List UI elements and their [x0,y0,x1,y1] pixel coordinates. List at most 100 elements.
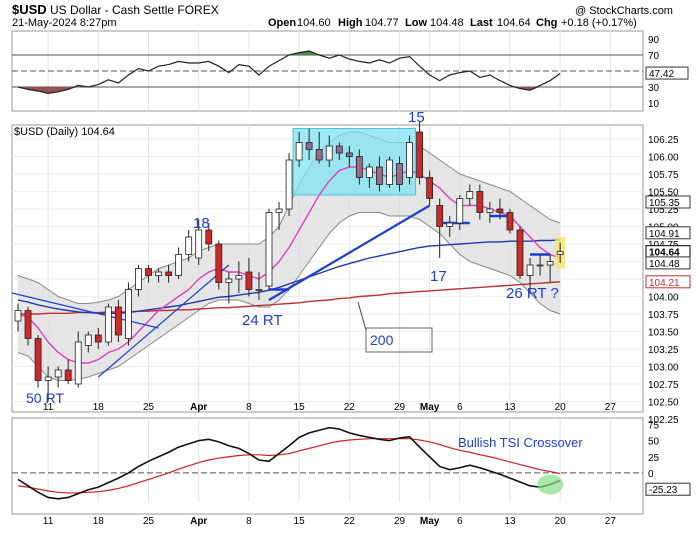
price-y-tick: 103.75 [648,310,679,321]
candle-body [365,166,373,178]
candle-body [14,310,22,322]
candle-body [335,145,343,154]
candle-body [275,208,283,213]
candle [255,272,263,300]
candle [355,149,363,185]
price-tag: 104.64 [649,248,680,259]
price-x-tick: 20 [555,402,567,413]
candle [155,268,162,283]
price-x-tick: 25 [143,402,155,413]
candle-body [376,166,383,185]
price-x-tick: 27 [605,402,617,413]
price-x-tick: 13 [504,402,516,413]
candle [396,156,403,192]
candle-body [345,152,353,157]
candle [476,184,484,220]
annotation-label: 50 RT [26,390,64,406]
candle [215,240,223,290]
tsi-x-tick: 20 [555,516,567,527]
candle [44,366,52,402]
candle-body [355,156,363,178]
price-x-tick: May [420,402,440,413]
candle [175,247,183,279]
price-x-tick: Apr [190,402,207,413]
candle [426,170,434,206]
candle [34,335,42,388]
tsi-x-tick: 11 [43,516,54,527]
candle-body [536,264,544,267]
price-tag-box [645,195,691,209]
tsi-x-tick: May [420,516,440,527]
annotation-label: 15 [408,109,425,126]
candle [305,128,313,160]
candle [265,209,273,290]
last-label: Last [470,17,493,29]
candle-body [84,334,92,346]
candle [84,331,92,353]
candle-body [255,289,263,291]
candle [225,272,233,304]
candle [335,142,343,160]
candle [365,163,373,188]
crossover-highlight [537,474,564,495]
candle-body [145,268,152,276]
bollinger-band [18,132,561,381]
candle-body [34,338,42,381]
low-label: Low [405,17,427,29]
symbol-label: $USD [12,2,47,17]
candle-body [185,236,193,255]
candle [104,303,112,346]
tsi-x-tick: 22 [344,516,356,527]
tsi-y-tick: 75 [648,420,660,431]
high-label: High [338,17,363,29]
rsi-overbought-fill [289,51,320,55]
annotation-label: 24 RT [242,312,283,329]
price-y-tick: 105.50 [648,188,679,199]
tsi-frame [11,417,644,515]
candle-body [315,149,323,161]
candle [115,300,122,342]
candle [376,156,383,192]
rsi-last-tag-box [645,66,689,80]
price-x-tick: 15 [294,402,306,413]
price-y-tick: 104.00 [648,293,679,304]
candle-body [516,229,524,276]
tsi-last-tag-box [645,482,691,496]
price-y-tick: 105.25 [648,205,679,216]
price-y-tick: 106.25 [648,135,679,146]
candle [386,156,393,188]
tsi-x-tick: 18 [93,516,105,527]
candle-body [115,306,122,336]
instrument-name: US Dollar - Cash Settle FOREX [50,3,219,17]
candle-body [245,271,253,290]
candle [446,216,454,237]
candle-body [426,177,434,199]
rsi-y-tick: 30 [648,83,660,94]
candle-body [165,271,173,276]
price-x-tick: 8 [246,402,252,413]
candle-body [235,275,243,280]
candle-body [396,163,403,185]
high-value: 104.77 [365,17,399,29]
price-tag: 104.21 [649,278,680,289]
tsi-last-tag: -25.23 [649,485,678,496]
ma200-callout-pointer [357,301,367,331]
candle [125,282,132,346]
tsi-panel: 7550250-25-25.23111825Apr8152229May61320… [11,417,691,527]
tsi-x-tick: 27 [605,516,617,527]
candle [345,146,353,167]
candle-body [24,310,32,339]
rsi-last-tag: 47.42 [649,69,674,80]
candle-body [44,376,52,381]
last-value: 104.64 [497,17,531,29]
candle [406,135,413,185]
rsi-line [17,50,561,95]
tsi-x-tick: 29 [394,516,406,527]
candle [295,132,303,167]
price-tag-box [645,226,691,240]
candle [285,153,293,216]
candle [536,254,544,276]
price-tag: 105.35 [649,198,680,209]
